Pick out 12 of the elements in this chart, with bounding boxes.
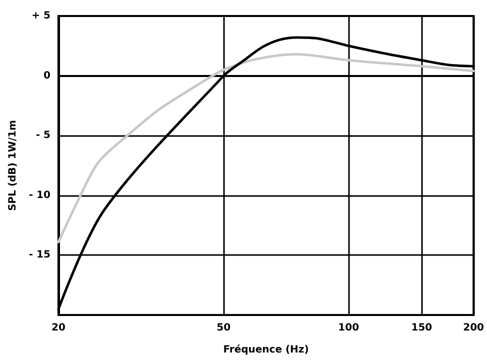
x-tick-label: 20	[51, 322, 66, 334]
y-tick-label: - 10	[28, 190, 50, 201]
x-tick-label: 100	[338, 322, 360, 334]
x-tick-label: 50	[216, 322, 231, 334]
x-tick-label: 200	[463, 322, 484, 334]
y-tick-label: + 5	[32, 10, 50, 22]
y-tick-label: 0	[43, 70, 50, 82]
y-tick-label: - 15	[28, 250, 50, 261]
x-axis-title: Fréquence (Hz)	[223, 344, 309, 356]
y-tick-label: - 5	[36, 130, 50, 142]
x-tick-label: 150	[411, 322, 432, 334]
y-axis-title: SPL (dB) 1W/1m	[8, 120, 18, 211]
